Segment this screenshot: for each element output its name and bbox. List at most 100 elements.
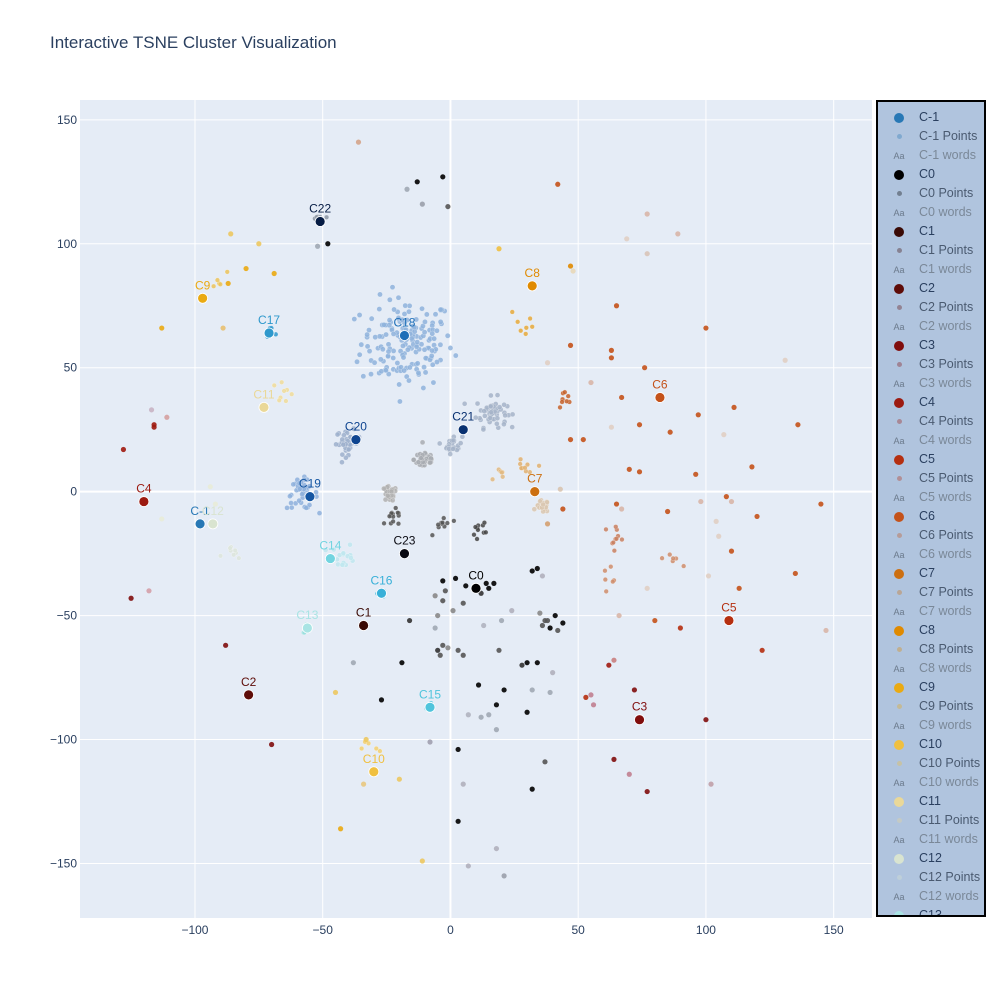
data-point[interactable] <box>360 781 367 787</box>
data-point[interactable] <box>422 369 429 376</box>
legend-item[interactable]: Aa C6 words <box>878 545 984 564</box>
data-point[interactable] <box>474 536 480 542</box>
data-point[interactable] <box>498 617 505 624</box>
data-point[interactable] <box>534 565 540 572</box>
data-point[interactable] <box>703 717 709 723</box>
data-point[interactable] <box>296 480 303 487</box>
data-point[interactable] <box>792 570 798 577</box>
data-point[interactable] <box>695 412 701 418</box>
data-point[interactable] <box>460 652 466 658</box>
data-point[interactable] <box>494 415 501 421</box>
data-point[interactable] <box>451 518 457 524</box>
data-point[interactable] <box>509 424 515 430</box>
data-point[interactable] <box>225 280 231 287</box>
data-point[interactable] <box>420 385 427 391</box>
data-point[interactable] <box>366 740 372 746</box>
data-point[interactable] <box>523 325 529 331</box>
data-point[interactable] <box>378 697 385 703</box>
data-point[interactable] <box>428 353 435 359</box>
data-point[interactable] <box>347 541 353 548</box>
data-point[interactable] <box>559 399 565 405</box>
data-point[interactable] <box>539 622 546 629</box>
data-point[interactable] <box>547 625 553 631</box>
centroid-marker[interactable] <box>654 392 666 403</box>
data-point[interactable] <box>333 441 339 448</box>
data-point[interactable] <box>619 394 625 401</box>
data-point[interactable] <box>613 524 619 530</box>
legend-item[interactable]: Aa C1 words <box>878 260 984 279</box>
data-point[interactable] <box>583 694 589 700</box>
data-point[interactable] <box>299 491 305 497</box>
data-point[interactable] <box>390 518 396 524</box>
data-point[interactable] <box>395 521 401 527</box>
data-point[interactable] <box>644 211 650 217</box>
data-point[interactable] <box>413 343 420 350</box>
data-point[interactable] <box>494 421 500 427</box>
legend-item[interactable]: C6 <box>878 507 984 526</box>
centroid-marker[interactable] <box>138 496 150 507</box>
centroid-marker[interactable] <box>207 518 219 530</box>
data-point[interactable] <box>297 486 303 492</box>
data-point[interactable] <box>465 863 471 869</box>
data-point[interactable] <box>501 873 507 879</box>
data-point[interactable] <box>555 181 561 187</box>
data-point[interactable] <box>359 746 365 752</box>
data-point[interactable] <box>289 504 295 511</box>
data-point[interactable] <box>529 687 535 693</box>
data-point[interactable] <box>759 647 765 653</box>
data-point[interactable] <box>749 464 755 470</box>
data-point[interactable] <box>444 520 450 526</box>
centroid-marker[interactable] <box>314 216 326 227</box>
data-point[interactable] <box>385 348 392 355</box>
data-point[interactable] <box>414 360 421 367</box>
data-point[interactable] <box>588 379 594 386</box>
data-point[interactable] <box>437 652 443 658</box>
data-point[interactable] <box>547 689 553 696</box>
data-point[interactable] <box>450 437 457 444</box>
data-point[interactable] <box>435 647 441 653</box>
data-point[interactable] <box>567 342 574 348</box>
data-point[interactable] <box>435 612 441 619</box>
data-point[interactable] <box>316 510 323 516</box>
data-point[interactable] <box>271 382 277 388</box>
data-point[interactable] <box>667 429 673 435</box>
data-point[interactable] <box>217 281 223 287</box>
data-point[interactable] <box>475 682 482 688</box>
data-point[interactable] <box>350 660 356 666</box>
data-point[interactable] <box>339 459 345 465</box>
data-point[interactable] <box>128 595 134 601</box>
data-point[interactable] <box>795 422 801 428</box>
data-point[interactable] <box>289 391 295 397</box>
centroid-marker[interactable] <box>634 714 645 726</box>
data-point[interactable] <box>256 241 262 247</box>
legend-item[interactable]: C3 Points <box>878 355 984 374</box>
data-point[interactable] <box>644 788 650 795</box>
legend-item[interactable]: Aa C9 words <box>878 716 984 735</box>
data-point[interactable] <box>421 364 427 370</box>
data-point[interactable] <box>631 687 638 693</box>
data-point[interactable] <box>544 617 551 624</box>
data-point[interactable] <box>348 555 354 561</box>
data-point[interactable] <box>377 748 383 754</box>
centroid-marker[interactable] <box>376 587 387 599</box>
data-point[interactable] <box>306 483 313 489</box>
data-point[interactable] <box>315 243 321 249</box>
data-point[interactable] <box>390 331 397 337</box>
data-point[interactable] <box>509 608 515 614</box>
data-point[interactable] <box>424 311 430 318</box>
data-point[interactable] <box>550 670 556 676</box>
data-point[interactable] <box>389 284 396 290</box>
legend-item[interactable]: C12 Points <box>878 868 984 887</box>
data-point[interactable] <box>493 702 500 708</box>
centroid-marker[interactable] <box>424 701 436 713</box>
legend-item[interactable]: C5 Points <box>878 469 984 488</box>
data-point[interactable] <box>644 585 650 591</box>
data-point[interactable] <box>400 354 407 361</box>
data-point[interactable] <box>331 546 337 553</box>
data-point[interactable] <box>227 545 233 551</box>
data-point[interactable] <box>354 358 360 365</box>
data-point[interactable] <box>524 660 530 666</box>
data-point[interactable] <box>552 612 558 619</box>
data-point[interactable] <box>281 388 287 394</box>
data-point[interactable] <box>537 610 543 616</box>
